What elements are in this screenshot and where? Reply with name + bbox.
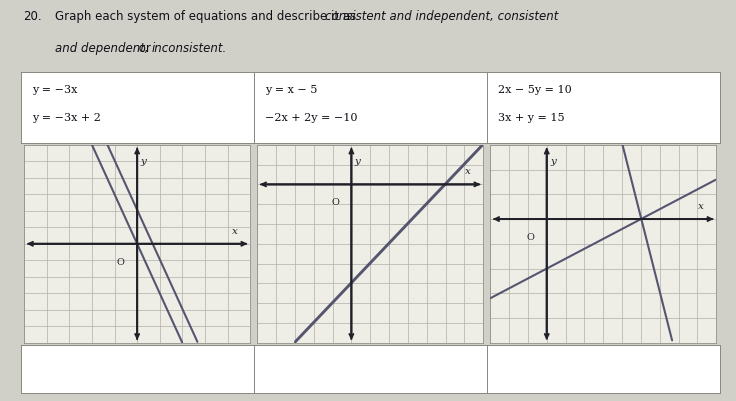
Text: and dependent,: and dependent, <box>55 42 149 55</box>
Text: y: y <box>550 157 556 166</box>
Text: 2x − 5y = 10: 2x − 5y = 10 <box>498 85 572 95</box>
Text: y: y <box>355 157 361 166</box>
Text: x: x <box>465 168 471 176</box>
Text: y: y <box>141 157 146 166</box>
Text: y = −3x: y = −3x <box>32 85 77 95</box>
Text: O: O <box>526 233 534 242</box>
Text: Graph each system of equations and describe it as: Graph each system of equations and descr… <box>55 10 360 23</box>
Text: x: x <box>232 227 238 236</box>
Text: consistent and independent, consistent: consistent and independent, consistent <box>325 10 558 23</box>
Text: or: or <box>135 42 155 55</box>
Text: x: x <box>698 202 704 211</box>
Text: y = −3x + 2: y = −3x + 2 <box>32 113 101 123</box>
Text: O: O <box>331 198 339 207</box>
Text: y = x − 5: y = x − 5 <box>265 85 318 95</box>
Text: inconsistent.: inconsistent. <box>152 42 227 55</box>
Text: −2x + 2y = −10: −2x + 2y = −10 <box>265 113 358 123</box>
Text: O: O <box>117 258 124 267</box>
Text: 20.: 20. <box>24 10 42 23</box>
Text: 3x + y = 15: 3x + y = 15 <box>498 113 565 123</box>
